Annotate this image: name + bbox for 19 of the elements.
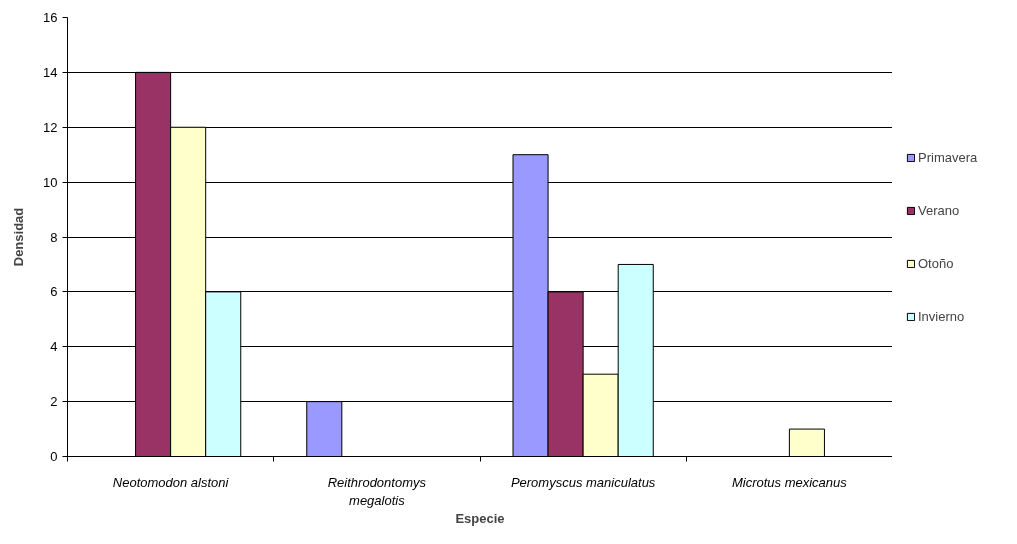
legend-label: Otoño <box>918 255 954 271</box>
x-axis-title: Especie <box>455 510 505 526</box>
x-tick-label: Peromyscus maniculatus <box>510 474 656 490</box>
y-tick-label: 6 <box>50 284 58 300</box>
legend-label: Verano <box>918 202 960 218</box>
y-tick-label: 8 <box>50 229 58 245</box>
legend-label: Primavera <box>918 149 978 165</box>
legend-label: Invierno <box>918 308 965 324</box>
x-tick-label: Microtus mexicanus <box>731 474 848 490</box>
y-tick-label: 10 <box>43 174 58 190</box>
x-tick-label: Neotomodon alstoni <box>112 474 230 490</box>
y-tick-label: 14 <box>43 64 58 80</box>
y-tick-label: 0 <box>50 449 58 464</box>
y-tick-label: 2 <box>50 394 58 410</box>
y-axis-title: Densidad <box>11 207 27 267</box>
y-tick-label: 16 <box>43 10 58 25</box>
y-tick-label: 4 <box>50 339 58 355</box>
y-tick-label: 12 <box>43 119 58 135</box>
x-tick-label: Reithrodontomys megalotis <box>327 474 427 508</box>
